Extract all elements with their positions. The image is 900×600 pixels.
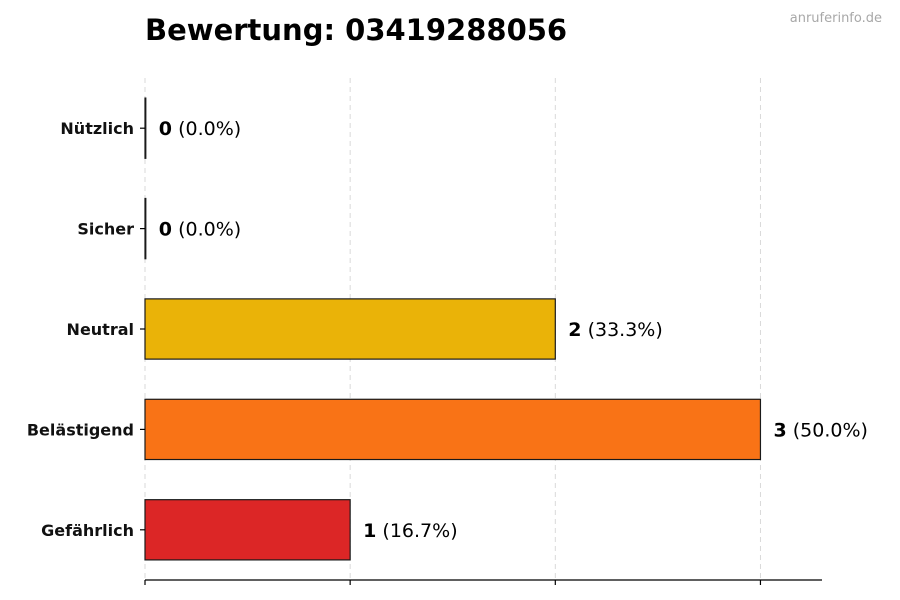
value-label-3: 3 (50.0%) <box>773 419 867 441</box>
category-label-4: Gefährlich <box>41 521 134 540</box>
value-label-0: 0 (0.0%) <box>159 118 241 140</box>
category-label-2: Neutral <box>67 320 134 339</box>
value-percent-1: (0.0%) <box>178 219 241 241</box>
value-number-3: 3 <box>773 419 786 441</box>
value-percent-0: (0.0%) <box>178 118 241 140</box>
category-label-0: Nützlich <box>60 119 134 138</box>
bar-2 <box>144 298 556 360</box>
x-axis-ticks <box>144 580 762 585</box>
bars <box>144 97 762 561</box>
value-label-4: 1 (16.7%) <box>363 520 457 542</box>
watermark: anruferinfo.de <box>790 11 882 26</box>
value-percent-4: (16.7%) <box>382 520 457 542</box>
value-number-2: 2 <box>568 319 581 341</box>
value-percent-2: (33.3%) <box>588 319 663 341</box>
category-label-1: Sicher <box>77 220 134 239</box>
value-number-4: 1 <box>363 520 376 542</box>
grid-lines <box>144 78 761 580</box>
labels: Nützlich 0 (0.0%) Sicher 0 (0.0%) Neutral 2 (… <box>27 118 868 542</box>
bar-1 <box>144 197 147 260</box>
category-label-3: Belästigend <box>27 420 134 439</box>
value-label-1: 0 (0.0%) <box>159 219 241 241</box>
value-number-1: 0 <box>159 219 172 241</box>
value-label-2: 2 (33.3%) <box>568 319 662 341</box>
value-number-0: 0 <box>159 118 172 140</box>
value-percent-3: (50.0%) <box>793 419 868 441</box>
bar-4 <box>144 499 351 561</box>
bar-3 <box>144 398 762 461</box>
chart-title: Bewertung: 03419288056 <box>145 13 567 47</box>
bar-0 <box>144 97 147 159</box>
